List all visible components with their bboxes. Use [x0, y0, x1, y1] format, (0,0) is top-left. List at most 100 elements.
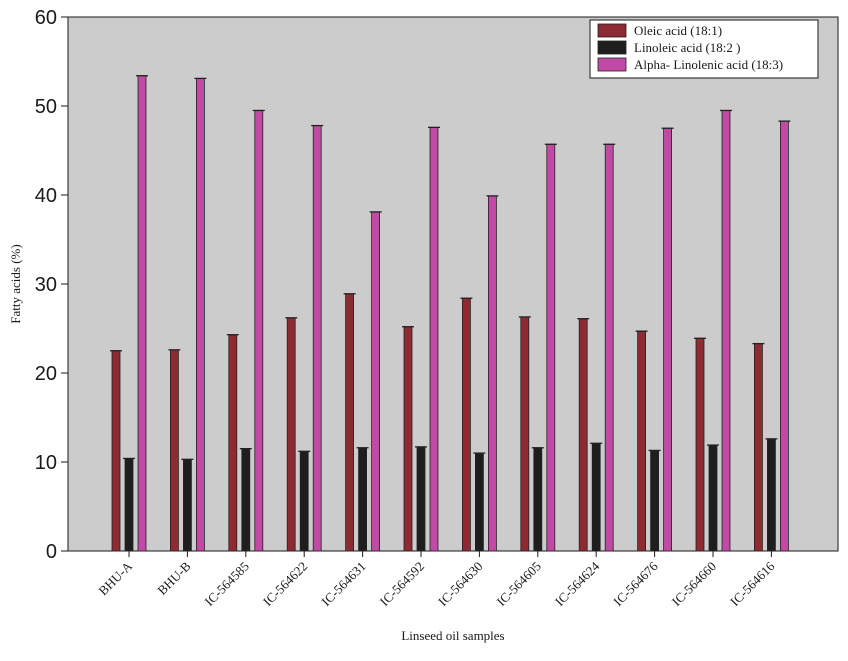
legend-swatch [597, 40, 627, 55]
x-tick-label: IC-564585 [201, 559, 251, 609]
bar-body [195, 78, 205, 552]
x-tick-label: IC-564616 [727, 558, 778, 609]
bar [648, 449, 661, 552]
y-axis-label: Fatty acids (%) [8, 244, 23, 323]
bar [577, 318, 590, 552]
bar [239, 447, 252, 552]
bar-body [254, 110, 264, 552]
bar-body [637, 330, 646, 552]
bar-body [780, 120, 789, 552]
x-tick-label: IC-564622 [260, 559, 310, 609]
y-tick-label: 20 [35, 363, 57, 385]
bar-body [520, 316, 530, 552]
bar [343, 293, 356, 552]
bar [544, 143, 557, 552]
bars [110, 75, 791, 552]
bar [194, 77, 207, 552]
bar [356, 447, 369, 552]
legend-swatch [597, 23, 627, 38]
legend-entry: Oleic acid (18:1) [597, 23, 722, 38]
x-tick-label: BHU-A [95, 558, 135, 598]
bar-body [345, 293, 355, 552]
bar-body [546, 143, 556, 552]
y-tick-label: 40 [35, 185, 57, 207]
bar [486, 195, 499, 552]
bar [415, 446, 427, 552]
y-tick-label: 60 [35, 7, 57, 29]
x-tick-label: IC-564631 [318, 559, 368, 609]
bar [460, 297, 473, 552]
legend: Oleic acid (18:1) Linoleic acid (18:2 ) Al… [589, 19, 819, 79]
bar-body [358, 447, 368, 552]
legend-swatch [597, 57, 627, 72]
bar-body [137, 75, 147, 552]
x-tick-label: IC-564624 [552, 558, 603, 609]
legend-label: Alpha- Linolenic acid (18:3) [634, 57, 783, 72]
x-tick-label: IC-564592 [377, 559, 427, 609]
bar [778, 120, 791, 552]
bar [590, 442, 603, 552]
x-tick-label: IC-564605 [493, 559, 543, 609]
bar [473, 452, 486, 552]
bar [369, 211, 382, 552]
y-axis: 0 10 20 30 40 50 60 [35, 7, 68, 563]
bar [518, 316, 531, 552]
bar [752, 342, 765, 552]
bar-body [474, 452, 484, 552]
x-axis-label: Linseed oil samples [401, 628, 504, 643]
x-tick-label: BHU-B [154, 558, 193, 597]
bar-body [591, 442, 601, 552]
bar [123, 457, 135, 552]
bar [298, 450, 311, 552]
bar-body [487, 195, 497, 552]
bar-body [767, 438, 776, 552]
bar [720, 109, 732, 552]
x-tick-label: IC-564676 [610, 558, 661, 609]
y-tick-label: 0 [46, 541, 57, 563]
bar-body [708, 444, 718, 552]
y-tick-label: 30 [35, 274, 57, 296]
bar-body [533, 447, 543, 552]
bar [603, 143, 616, 552]
bar-body [182, 458, 192, 552]
bar-body [312, 125, 322, 552]
bar-body [111, 350, 121, 552]
bar [285, 317, 298, 552]
bar-body [241, 448, 251, 552]
bar [226, 334, 239, 552]
bar [168, 349, 181, 552]
bar [252, 109, 265, 552]
bar-body [416, 446, 426, 552]
bar [707, 444, 719, 552]
bar [694, 337, 706, 552]
bar [661, 127, 674, 552]
bar-body [695, 337, 705, 552]
bar-body [403, 326, 413, 552]
bar [428, 126, 440, 552]
bar [531, 447, 544, 552]
bar [181, 458, 194, 552]
bar-body [429, 126, 439, 552]
bar-body [371, 211, 381, 552]
bar-body [286, 317, 296, 552]
bar-body [754, 343, 763, 552]
bar [311, 124, 324, 552]
legend-label: Oleic acid (18:1) [634, 23, 722, 38]
y-tick-label: 10 [35, 452, 57, 474]
bar-body [228, 334, 238, 552]
bar [136, 75, 148, 552]
bar-body [721, 110, 731, 552]
bar [110, 350, 122, 552]
bar-body [299, 450, 309, 552]
legend-label: Linoleic acid (18:2 ) [634, 40, 741, 55]
x-tick-label: IC-564630 [435, 559, 485, 609]
bar-body [650, 450, 659, 552]
bar-body [578, 318, 588, 552]
bar [402, 326, 414, 552]
legend-entry: Alpha- Linolenic acid (18:3) [597, 57, 783, 72]
bar-body [663, 127, 672, 552]
legend-box [589, 19, 819, 79]
bar-body [169, 349, 179, 552]
bar-body [124, 458, 134, 552]
